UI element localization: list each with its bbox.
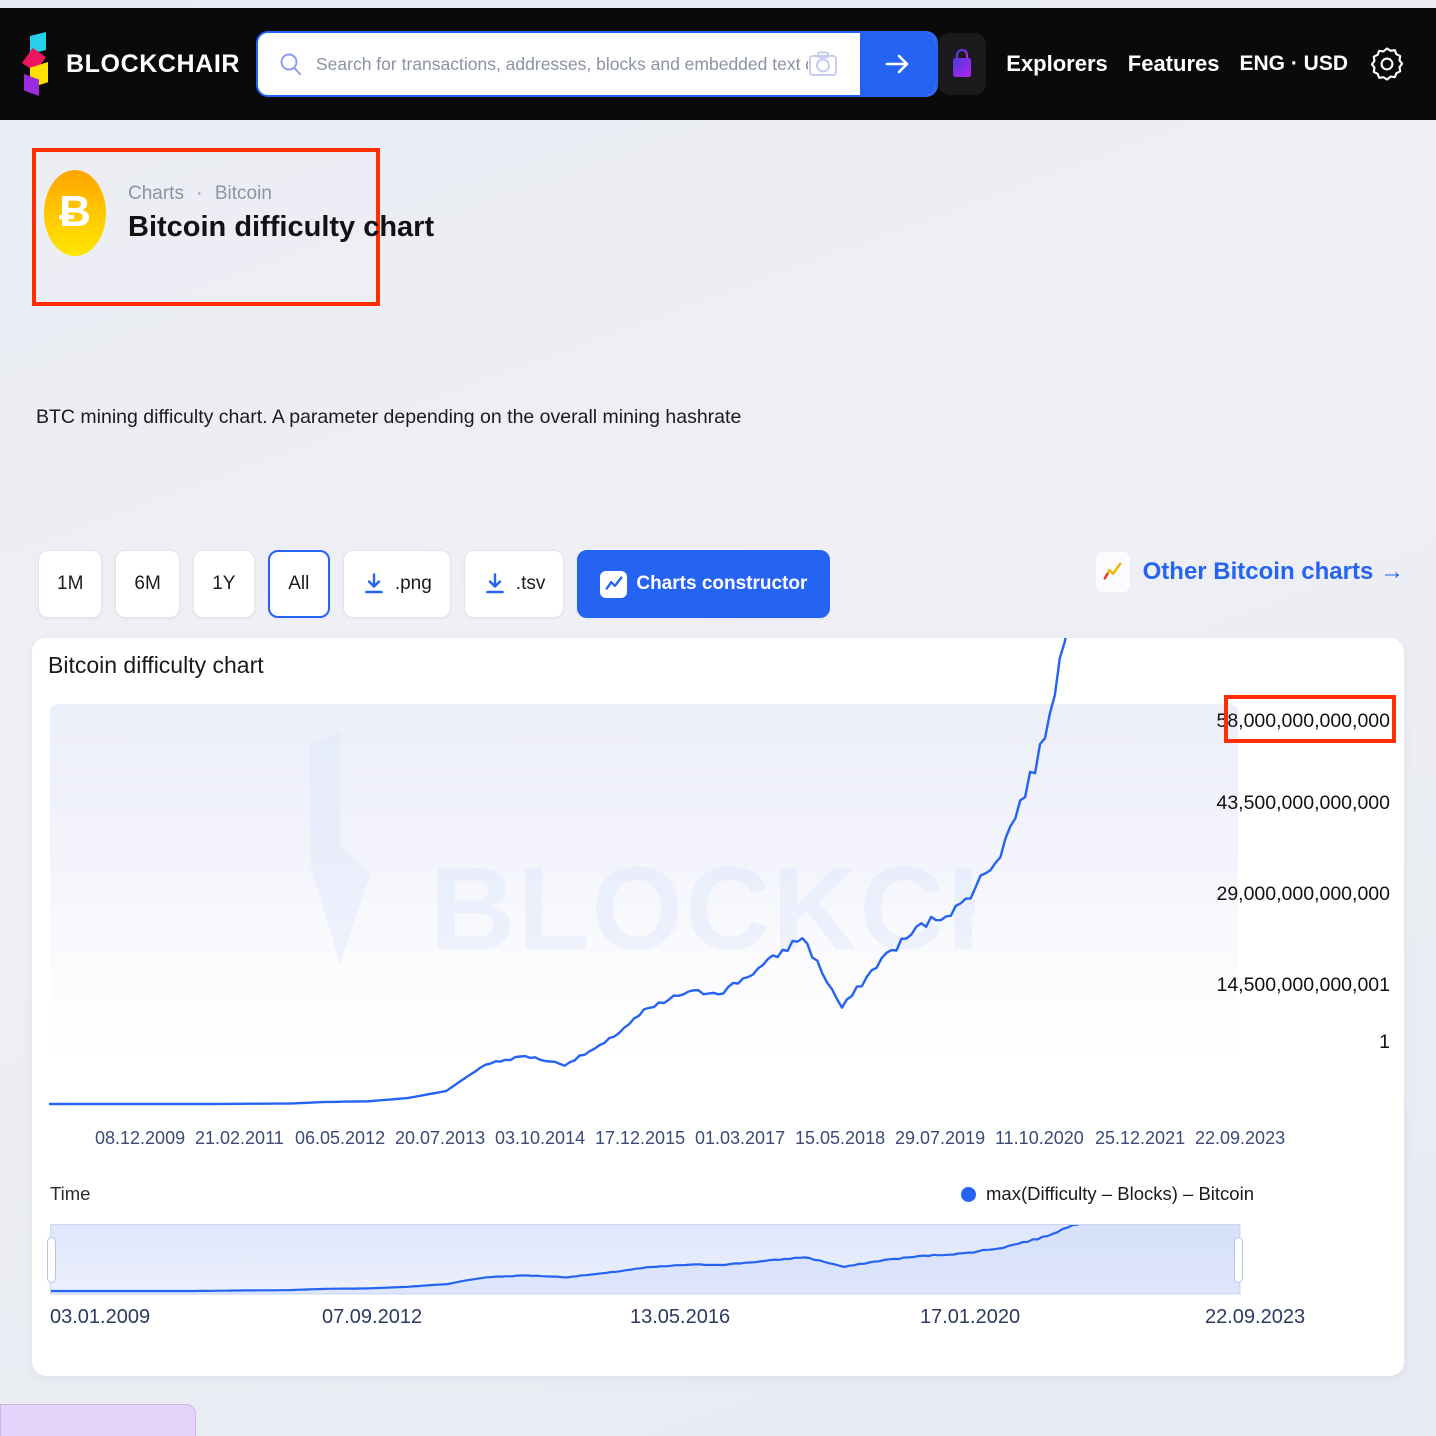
chart-y-axis: 58,000,000,000,000 43,500,000,000,000 29… xyxy=(1194,695,1396,1074)
legend-color-dot xyxy=(961,1186,976,1202)
download-icon xyxy=(483,572,507,596)
shopping-bag-icon[interactable] xyxy=(938,33,987,95)
page-title: Bitcoin difficulty chart xyxy=(128,210,435,243)
download-icon xyxy=(362,572,386,596)
blockchair-logo-icon xyxy=(22,32,52,96)
chart-range-navigator[interactable] xyxy=(47,1199,1243,1295)
navigator-handle-left[interactable] xyxy=(47,1237,56,1283)
x-tick-label-4: 03.10.2014 xyxy=(495,1128,586,1148)
gear-icon[interactable] xyxy=(1368,45,1406,83)
chart-title: Bitcoin difficulty chart xyxy=(48,652,264,678)
download-tsv-button[interactable]: .tsv xyxy=(463,550,565,618)
x-tick-label-7: 15.05.2018 xyxy=(795,1128,886,1148)
y-tick-label-0: 58,000,000,000,000 xyxy=(1216,710,1390,732)
page-title-block: Ƀ Charts · Bitcoin Bitcoin difficulty ch… xyxy=(44,170,434,256)
locale-selector[interactable]: ENG · USD xyxy=(1239,52,1348,75)
y-tick-label-1: 43,500,000,000,000 xyxy=(1216,792,1390,814)
site-header: BLOCKCHAIR xyxy=(0,8,1436,120)
other-bitcoin-charts-link[interactable]: Other Bitcoin charts → xyxy=(1095,552,1404,592)
x-tick-label-1: 21.02.2011 xyxy=(195,1128,284,1148)
legend-label: max(Difficulty – Blocks) – Bitcoin xyxy=(986,1183,1254,1204)
x-tick-label-2: 06.05.2012 xyxy=(295,1128,386,1148)
y-tick-label-2: 29,000,000,000,000 xyxy=(1216,883,1390,905)
y-tick-label-4: 1 xyxy=(1379,1031,1390,1053)
header-nav: Explorers Features ENG · USD xyxy=(938,33,1414,95)
brand-logo[interactable]: BLOCKCHAIR xyxy=(22,32,239,96)
navigator-series xyxy=(51,1199,1242,1295)
nav-features[interactable]: Features xyxy=(1127,51,1220,76)
range-button-all[interactable]: All xyxy=(267,550,330,618)
chart-line-icon xyxy=(600,570,628,598)
navigator-handle-right[interactable] xyxy=(1234,1237,1243,1283)
chart-x-axis: 08.12.2009 21.02.2011 06.05.2012 20.07.2… xyxy=(50,1128,1285,1158)
search-icon xyxy=(278,51,304,77)
bottom-left-panel-peek[interactable] xyxy=(0,1404,196,1436)
range-button-1m[interactable]: 1M xyxy=(38,550,103,618)
brand-name: BLOCKCHAIR xyxy=(66,49,241,78)
navigator-date-2: 13.05.2016 xyxy=(630,1306,731,1328)
download-tsv-label: .tsv xyxy=(515,573,546,594)
breadcrumb-bitcoin[interactable]: Bitcoin xyxy=(214,182,272,204)
nav-explorers[interactable]: Explorers xyxy=(1006,51,1108,76)
navigator-date-4: 22.09.2023 xyxy=(1205,1306,1306,1328)
x-tick-label-3: 20.07.2013 xyxy=(395,1128,486,1148)
bitcoin-symbol: Ƀ xyxy=(59,187,91,236)
x-tick-label-9: 11.10.2020 xyxy=(995,1128,1084,1148)
breadcrumb-charts[interactable]: Charts xyxy=(128,182,184,204)
bitcoin-coin-icon: Ƀ xyxy=(44,170,106,256)
other-bitcoin-charts-label: Other Bitcoin charts → xyxy=(1142,558,1404,585)
breadcrumb: Charts · Bitcoin xyxy=(128,183,434,205)
x-tick-label-10: 25.12.2021 xyxy=(1095,1128,1186,1148)
camera-icon[interactable] xyxy=(808,50,838,78)
x-axis-title: Time xyxy=(50,1183,91,1204)
trend-up-icon xyxy=(1095,552,1130,592)
x-tick-label-5: 17.12.2015 xyxy=(595,1128,686,1148)
navigator-date-0: 03.01.2009 xyxy=(50,1306,151,1328)
search-bar[interactable] xyxy=(256,31,939,97)
chart-line-series xyxy=(48,638,1067,1106)
x-tick-label-6: 01.03.2017 xyxy=(695,1128,786,1148)
search-submit-button[interactable] xyxy=(860,33,937,95)
x-tick-label-0: 08.12.2009 xyxy=(95,1128,186,1148)
breadcrumb-separator: · xyxy=(196,182,203,204)
page-description: BTC mining difficulty chart. A parameter… xyxy=(36,406,742,428)
x-tick-label-8: 29.07.2019 xyxy=(895,1128,986,1148)
chart-toolbar: 1M 6M 1Y All .png .tsv xyxy=(38,550,831,618)
charts-constructor-button[interactable]: Charts constructor xyxy=(577,550,831,618)
y-tick-label-3: 14,500,000,000,001 xyxy=(1216,974,1390,996)
chart-legend[interactable]: max(Difficulty – Blocks) – Bitcoin xyxy=(961,1183,1254,1205)
download-png-button[interactable]: .png xyxy=(342,550,451,618)
download-png-label: .png xyxy=(394,573,432,594)
range-button-6m[interactable]: 6M xyxy=(115,550,180,618)
title-text-group: Charts · Bitcoin Bitcoin difficulty char… xyxy=(128,183,434,244)
navigator-date-1: 07.09.2012 xyxy=(322,1306,423,1328)
x-tick-label-11: 22.09.2023 xyxy=(1195,1128,1286,1148)
navigator-date-axis: 03.01.2009 07.09.2012 13.05.2016 17.01.2… xyxy=(50,1306,1305,1336)
search-input[interactable] xyxy=(316,53,809,75)
y-tick-annotation-box xyxy=(1224,695,1396,743)
charts-constructor-label: Charts constructor xyxy=(636,573,808,594)
navigator-date-3: 17.01.2020 xyxy=(920,1306,1021,1328)
range-button-1y[interactable]: 1Y xyxy=(192,550,255,618)
chart-card: Bitcoin difficulty chart BLOCKCHAIR 58,0… xyxy=(32,638,1404,1376)
